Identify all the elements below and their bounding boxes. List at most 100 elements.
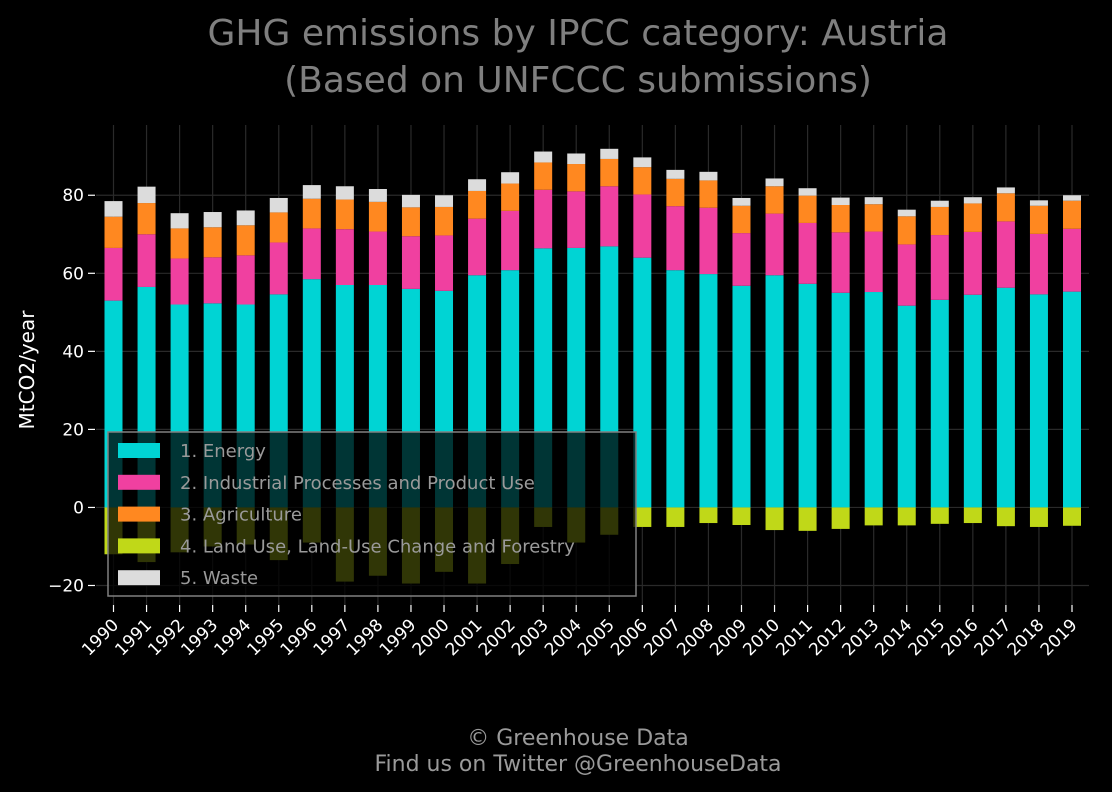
bar-2002-series-5	[501, 172, 520, 184]
bar-1990-series-2	[104, 247, 123, 301]
bar-2006-series-3	[633, 167, 652, 195]
bar-2017-series-3	[996, 193, 1015, 222]
legend-swatch-4	[118, 538, 160, 554]
bar-1998-series-2	[368, 231, 387, 285]
bar-1995-series-3	[269, 212, 288, 243]
bar-2008-series-3	[699, 180, 718, 208]
bar-2002-series-2	[501, 210, 520, 271]
bar-2003-series-5	[534, 151, 553, 163]
bar-2015-series-2	[930, 235, 949, 300]
bar-2006-series-4	[633, 507, 652, 527]
bar-2011-series-3	[798, 195, 817, 223]
bar-2019-series-2	[1063, 228, 1081, 292]
bar-1994-series-2	[236, 255, 255, 305]
bar-1993-series-2	[203, 257, 222, 304]
bar-2008-series-5	[699, 171, 718, 181]
legend: 1. Energy 2. Industrial Processes and Pro…	[107, 431, 637, 597]
legend-label-3: 3. Agriculture	[180, 505, 302, 526]
bar-2008-series-1	[699, 274, 718, 508]
bar-2004-series-5	[567, 153, 586, 165]
bar-1998-series-3	[368, 201, 387, 232]
bar-1991-series-3	[137, 203, 156, 235]
bar-1998-series-5	[368, 189, 387, 202]
bar-2007-series-4	[666, 507, 685, 527]
bar-2009-series-1	[732, 285, 751, 508]
bar-2017-series-1	[996, 287, 1015, 508]
bar-1997-series-2	[335, 229, 354, 285]
bar-1999-series-2	[401, 236, 420, 289]
bar-2012-series-1	[831, 292, 850, 508]
y-axis: −20 0 20 40 60 80	[48, 186, 95, 596]
bar-2016-series-5	[963, 197, 982, 204]
bar-2010-series-5	[765, 178, 784, 187]
bar-2014-series-4	[897, 507, 916, 526]
bar-2011-series-4	[798, 507, 817, 531]
bar-2015-series-1	[930, 299, 949, 508]
legend-swatch-1	[118, 443, 160, 458]
chart-title-line-1: GHG emissions by IPCC category: Austria	[208, 13, 949, 54]
chart-title-line-2: (Based on UNFCCC submissions)	[284, 60, 872, 101]
bar-2011-series-1	[798, 283, 817, 508]
y-tick-label: −20	[48, 576, 84, 596]
bar-2017-series-4	[996, 507, 1015, 527]
bar-2008-series-4	[699, 507, 718, 524]
bar-2007-series-2	[666, 206, 685, 271]
bar-2012-series-4	[831, 507, 850, 529]
bar-2001-series-3	[468, 190, 487, 219]
bar-2009-series-4	[732, 507, 751, 525]
legend-swatch-5	[118, 570, 160, 586]
bar-2004-series-2	[567, 191, 586, 248]
bar-2009-series-3	[732, 205, 751, 234]
bar-1992-series-2	[170, 258, 189, 305]
bar-2019-series-4	[1063, 507, 1081, 526]
bar-2012-series-3	[831, 205, 850, 233]
bar-2018-series-5	[1029, 200, 1048, 206]
bar-2005-series-2	[600, 186, 619, 247]
bar-2003-series-3	[534, 162, 553, 190]
bar-2012-series-2	[831, 232, 850, 293]
legend-box	[107, 431, 637, 597]
bar-2014-series-2	[897, 244, 916, 306]
y-tick-label: 40	[62, 342, 84, 362]
bar-2014-series-1	[897, 305, 916, 508]
bar-1996-series-3	[302, 198, 321, 229]
legend-label-1: 1. Energy	[180, 441, 266, 462]
bar-1999-series-3	[401, 207, 420, 237]
bar-1991-series-5	[137, 186, 156, 204]
bar-2002-series-3	[501, 183, 520, 211]
bar-2016-series-3	[963, 203, 982, 232]
bar-2015-series-3	[930, 206, 949, 236]
bar-1996-series-5	[302, 185, 321, 199]
legend-swatch-2	[118, 474, 160, 490]
bar-2010-series-2	[765, 213, 784, 276]
bar-1992-series-5	[170, 213, 189, 229]
bar-2014-series-5	[897, 209, 916, 217]
bar-2018-series-2	[1029, 233, 1048, 295]
bar-2001-series-2	[468, 218, 487, 276]
legend-label-2: 2. Industrial Processes and Product Use	[180, 473, 535, 494]
bar-1994-series-5	[236, 210, 255, 226]
bar-2017-series-5	[996, 187, 1015, 194]
bar-2013-series-1	[864, 292, 883, 508]
y-tick-label: 0	[73, 498, 84, 518]
bar-2016-series-4	[963, 507, 982, 524]
bar-1990-series-5	[104, 201, 123, 217]
bar-2019-series-5	[1063, 195, 1081, 201]
bar-2013-series-3	[864, 204, 883, 232]
bar-2005-series-3	[600, 158, 619, 187]
bar-2017-series-2	[996, 221, 1015, 288]
bar-2010-series-1	[765, 275, 784, 508]
bar-2019-series-3	[1063, 200, 1081, 229]
bar-1997-series-3	[335, 199, 354, 230]
bar-2015-series-5	[930, 200, 949, 207]
bar-2000-series-2	[435, 235, 454, 291]
y-tick-label: 20	[62, 420, 84, 440]
bar-2005-series-5	[600, 148, 619, 159]
footer-copyright: © Greenhouse Data	[467, 726, 688, 751]
bar-1999-series-5	[401, 194, 420, 208]
bar-2012-series-5	[831, 197, 850, 205]
bar-1992-series-3	[170, 228, 189, 259]
bar-2010-series-4	[765, 507, 784, 531]
bar-2007-series-1	[666, 270, 685, 508]
